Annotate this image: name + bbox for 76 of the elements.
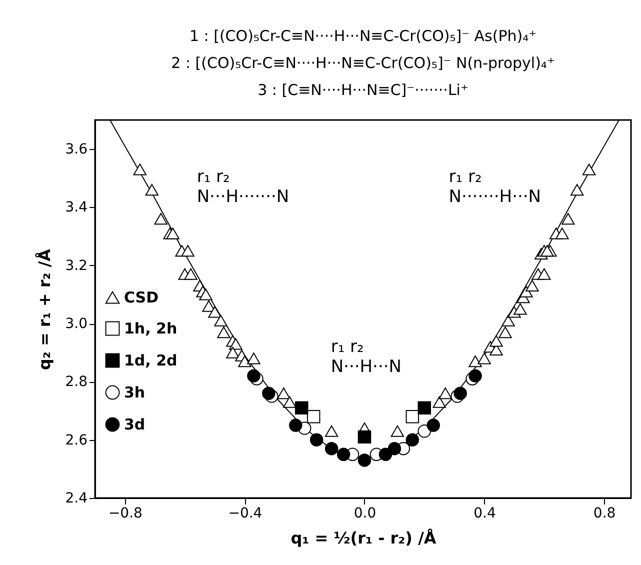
- point: [438, 388, 452, 400]
- legend-label: 3d: [124, 416, 146, 434]
- y-axis-title: q₂ = r₁ + r₂ /Å: [35, 248, 54, 370]
- point: [468, 356, 482, 368]
- point: [418, 424, 432, 438]
- y-tick-label: 2.4: [65, 490, 88, 506]
- point: [166, 228, 180, 240]
- point: [283, 396, 296, 408]
- point: [468, 369, 482, 382]
- y-tick-label: 3.6: [65, 142, 88, 158]
- legend-label: CSD: [124, 288, 159, 306]
- point: [336, 448, 350, 461]
- y-tick-label: 3.2: [65, 258, 88, 274]
- point: [294, 401, 308, 414]
- point: [432, 396, 446, 408]
- point: [582, 164, 596, 176]
- point: [502, 314, 515, 326]
- point: [145, 184, 159, 196]
- point: [226, 346, 240, 358]
- point: [498, 326, 512, 338]
- point: [478, 352, 491, 364]
- point: [406, 410, 420, 424]
- y-tick-label: 2.6: [65, 432, 88, 448]
- point: [181, 245, 194, 257]
- point: [538, 268, 551, 280]
- point: [418, 401, 432, 414]
- chart-title: 1 : [(CO)₅Cr-C≡N····H···N≡C-Cr(CO)₅]⁻ As(Ph)₄⁺ 2 : [(CO)₅Cr-C≡N····H···N≡C-Cr(CO)₅]⁻ N(n-propyl)₄⁺ 3 : [C≡N····H···N≡C]⁻·······Li⁺: [171, 27, 555, 99]
- point: [358, 430, 372, 444]
- legend-label: 1d, 2d: [124, 352, 178, 370]
- point: [289, 418, 302, 432]
- x-tick-label: 0.0: [354, 506, 376, 522]
- legend-label: 3h: [124, 384, 146, 402]
- legend-label: 1h, 2h: [124, 320, 178, 338]
- point: [388, 442, 402, 456]
- point: [217, 326, 230, 338]
- annotation: r₁ r₂ N···H·······N: [196, 167, 290, 208]
- point: [247, 369, 260, 382]
- x-tick-label: −0.8: [108, 506, 142, 522]
- point: [570, 184, 584, 196]
- x-axis-title: q₁ = ½(r₁ - r₂) /Å: [290, 528, 437, 548]
- point: [454, 386, 467, 400]
- y-tick-label: 3.4: [65, 200, 88, 216]
- point: [277, 388, 290, 400]
- point: [378, 448, 392, 461]
- point: [390, 425, 404, 437]
- point: [426, 418, 440, 432]
- point: [238, 356, 252, 368]
- point: [358, 454, 372, 467]
- annotation: r₁ r₂ N···H···N: [330, 337, 402, 378]
- y-tick-label: 3.0: [65, 316, 88, 332]
- point: [247, 352, 260, 364]
- point: [229, 338, 242, 350]
- point: [540, 245, 554, 257]
- point: [556, 228, 569, 240]
- point: [262, 386, 276, 400]
- point: [406, 433, 420, 446]
- point: [202, 300, 216, 312]
- y-tick-label: 2.8: [65, 374, 88, 390]
- point: [324, 425, 338, 437]
- point: [199, 288, 212, 300]
- point: [526, 280, 539, 292]
- point: [324, 442, 338, 456]
- point: [214, 314, 228, 326]
- x-tick-label: 0.8: [593, 506, 616, 522]
- point: [490, 335, 503, 347]
- point: [184, 268, 198, 280]
- annotation: r₁ r₂ N·······H···N: [448, 167, 542, 208]
- point: [154, 213, 168, 225]
- x-tick-label: 0.4: [474, 506, 496, 522]
- point: [310, 433, 324, 446]
- x-tick-label: −0.4: [228, 506, 262, 522]
- point: [561, 213, 575, 225]
- point: [514, 303, 527, 315]
- point: [133, 164, 147, 176]
- point: [208, 306, 222, 318]
- point: [306, 410, 320, 424]
